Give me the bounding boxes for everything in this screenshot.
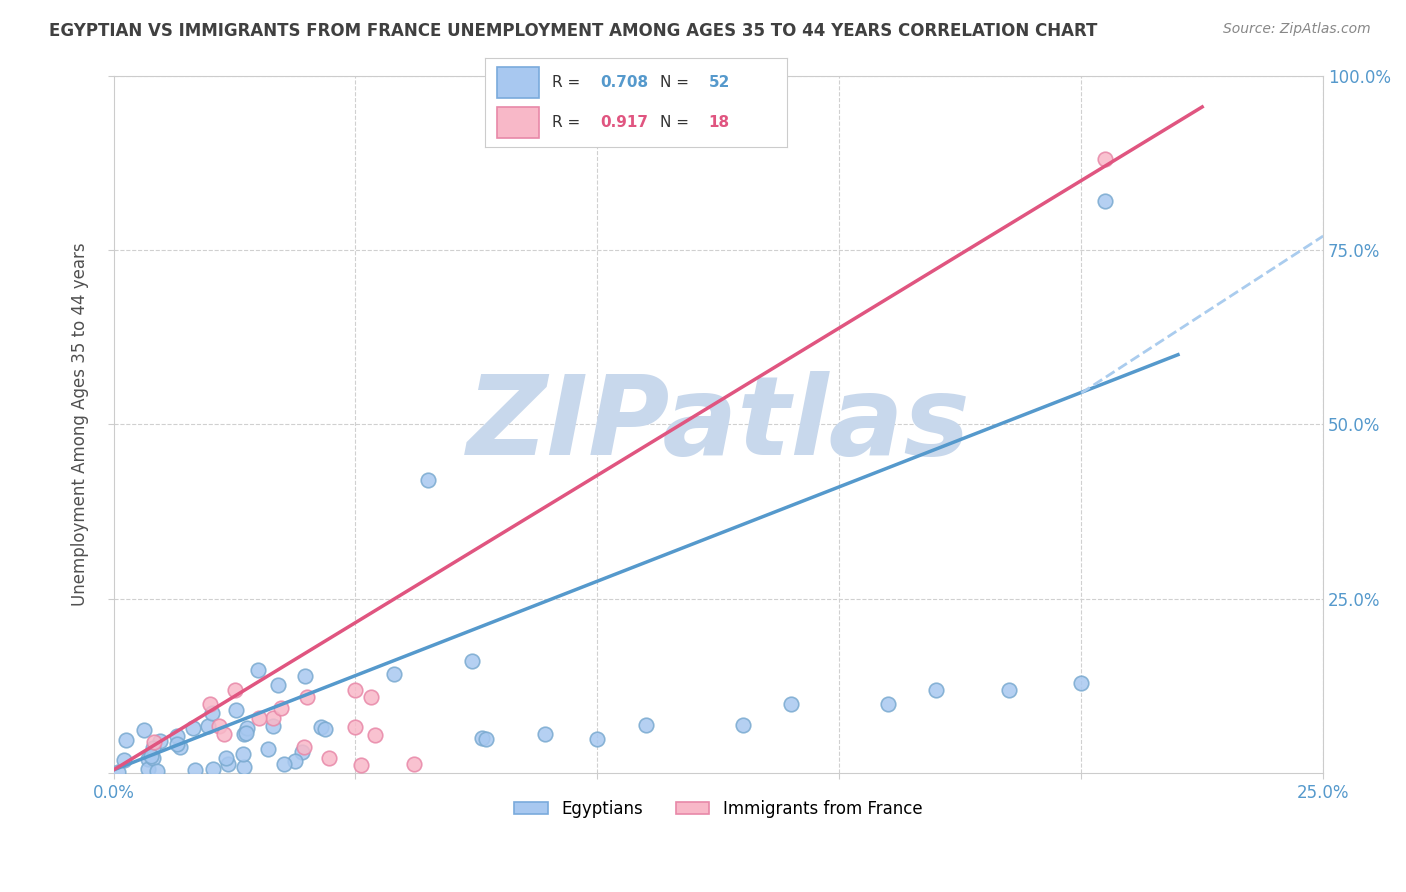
Point <box>471 731 494 746</box>
Point <box>236 721 259 735</box>
Text: ZIPatlas: ZIPatlas <box>467 371 970 478</box>
Point <box>731 717 754 731</box>
Point <box>197 719 219 733</box>
Point <box>780 697 803 711</box>
Point <box>1094 194 1116 208</box>
Point <box>166 737 188 751</box>
FancyBboxPatch shape <box>498 67 540 98</box>
Point <box>266 678 288 692</box>
Text: R =: R = <box>551 115 585 130</box>
Y-axis label: Unemployment Among Ages 35 to 44 years: Unemployment Among Ages 35 to 44 years <box>72 243 89 607</box>
Point <box>309 720 332 734</box>
Point <box>314 722 336 736</box>
Point <box>416 473 439 487</box>
Point <box>247 710 270 724</box>
Text: R =: R = <box>551 75 585 89</box>
Point <box>925 682 948 697</box>
Text: 0.708: 0.708 <box>600 75 648 89</box>
Point <box>876 697 898 711</box>
FancyBboxPatch shape <box>498 107 540 138</box>
Point <box>475 732 498 747</box>
Point <box>201 706 224 721</box>
Point <box>273 756 295 771</box>
Point <box>166 729 188 743</box>
Point <box>208 719 231 733</box>
Point <box>634 717 657 731</box>
Point <box>224 682 246 697</box>
Point <box>262 719 284 733</box>
Point <box>136 751 159 765</box>
Point <box>1094 153 1116 167</box>
Point <box>256 742 278 756</box>
Point <box>136 762 159 776</box>
Point <box>212 726 235 740</box>
Point <box>149 734 172 748</box>
Point <box>232 727 254 741</box>
Text: EGYPTIAN VS IMMIGRANTS FROM FRANCE UNEMPLOYMENT AMONG AGES 35 TO 44 YEARS CORREL: EGYPTIAN VS IMMIGRANTS FROM FRANCE UNEMP… <box>49 22 1098 40</box>
Point <box>142 741 165 756</box>
Point <box>997 682 1019 697</box>
Point <box>143 735 166 749</box>
Point <box>214 750 236 764</box>
Point <box>233 760 256 774</box>
Point <box>402 757 425 772</box>
Point <box>107 764 129 779</box>
Point <box>350 757 373 772</box>
Point <box>363 728 385 742</box>
Text: N =: N = <box>661 115 695 130</box>
Point <box>291 745 314 759</box>
Point <box>360 690 382 704</box>
Point <box>295 690 318 704</box>
Text: 52: 52 <box>709 75 730 89</box>
Text: 0.917: 0.917 <box>600 115 648 130</box>
Point <box>225 704 247 718</box>
Point <box>201 762 224 776</box>
Point <box>318 751 340 765</box>
Point <box>247 663 270 677</box>
Point <box>200 697 222 711</box>
Point <box>139 749 162 764</box>
Point <box>586 731 609 746</box>
Point <box>181 722 204 736</box>
Text: 18: 18 <box>709 115 730 130</box>
Point <box>533 727 555 741</box>
Point <box>382 667 405 681</box>
Point <box>1070 675 1092 690</box>
Point <box>344 682 367 697</box>
Point <box>263 710 285 724</box>
Point <box>115 733 138 747</box>
Point <box>146 764 169 779</box>
Point <box>284 754 307 768</box>
Point <box>112 753 135 767</box>
Point <box>344 720 367 734</box>
Text: N =: N = <box>661 75 695 89</box>
Point <box>169 739 191 754</box>
Point <box>235 726 257 740</box>
Point <box>184 764 207 778</box>
Point <box>294 669 316 683</box>
Point <box>270 701 292 715</box>
Point <box>461 654 484 668</box>
Point <box>231 747 253 762</box>
Point <box>142 751 165 765</box>
Text: Source: ZipAtlas.com: Source: ZipAtlas.com <box>1223 22 1371 37</box>
Legend: Egyptians, Immigrants from France: Egyptians, Immigrants from France <box>508 793 929 824</box>
Point <box>132 723 155 737</box>
Point <box>292 740 315 755</box>
Point <box>217 757 239 772</box>
